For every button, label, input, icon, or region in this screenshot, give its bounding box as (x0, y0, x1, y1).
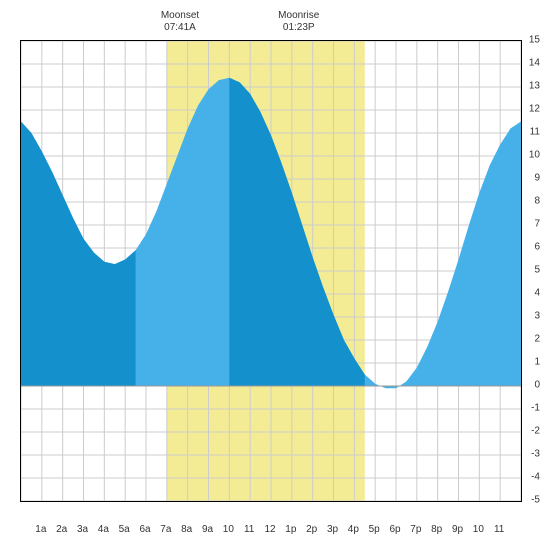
y-tick-label: 0 (534, 380, 540, 391)
x-tick-label: 7p (410, 524, 421, 535)
y-tick-label: -5 (531, 495, 540, 506)
y-tick-label: 3 (534, 311, 540, 322)
y-tick-label: 6 (534, 242, 540, 253)
y-tick-label: 12 (529, 104, 540, 115)
x-tick-label: 10 (223, 524, 234, 535)
y-tick-label: 15 (529, 35, 540, 46)
x-tick-label: 8p (431, 524, 442, 535)
x-tick-label: 9p (452, 524, 463, 535)
y-tick-label: 2 (534, 334, 540, 345)
y-tick-label: -1 (531, 403, 540, 414)
moon-event-time: 01:23P (269, 22, 329, 34)
y-tick-label: 13 (529, 81, 540, 92)
x-tick-label: 6a (139, 524, 150, 535)
x-tick-label: 10 (473, 524, 484, 535)
tide-chart: Moonset07:41AMoonrise01:23P 151413121110… (10, 10, 540, 540)
x-tick-label: 6p (389, 524, 400, 535)
x-tick-label: 7a (160, 524, 171, 535)
moon-event-label: Moonset07:41A (150, 10, 210, 34)
x-axis: 1a 2a 3a 4a 5a 6a 7a 8a 9a 10 11 12 1p 2p 3p 4p 5p 6p 7p 8p… (20, 520, 520, 540)
y-tick-label: 14 (529, 58, 540, 69)
moon-event-title: Moonset (150, 10, 210, 22)
x-tick-label: 8a (181, 524, 192, 535)
x-tick-label: 11 (494, 524, 504, 535)
x-tick-label: 11 (244, 524, 254, 535)
y-tick-label: 9 (534, 173, 540, 184)
x-tick-label: 4a (98, 524, 109, 535)
x-tick-label: 9a (202, 524, 213, 535)
y-tick-label: -2 (531, 426, 540, 437)
x-tick-label: 4p (348, 524, 359, 535)
moon-event-time: 07:41A (150, 22, 210, 34)
chart-svg (21, 41, 521, 501)
x-tick-label: 1a (35, 524, 46, 535)
x-tick-label: 3p (327, 524, 338, 535)
moon-labels-row: Moonset07:41A Moonrise01:23P (10, 10, 540, 40)
x-tick-label: 5a (119, 524, 130, 535)
y-tick-label: -4 (531, 472, 540, 483)
y-tick-label: 7 (534, 219, 540, 230)
x-tick-label: 5p (369, 524, 380, 535)
y-tick-label: 1 (534, 357, 540, 368)
x-tick-label: 2a (56, 524, 67, 535)
plot-area (20, 40, 522, 502)
x-tick-label: 12 (264, 524, 275, 535)
y-tick-label: 4 (534, 288, 540, 299)
x-tick-label: 1p (285, 524, 296, 535)
x-tick-label: 2p (306, 524, 317, 535)
y-tick-label: 5 (534, 265, 540, 276)
y-axis: 1514131211109876543210-1-2-3-4-5 (520, 40, 540, 500)
tide-area-dark (21, 122, 136, 387)
y-tick-label: -3 (531, 449, 540, 460)
y-tick-label: 8 (534, 196, 540, 207)
y-tick-label: 10 (529, 150, 540, 161)
moon-event-title: Moonrise (269, 10, 329, 22)
moon-event-label: Moonrise01:23P (269, 10, 329, 34)
x-tick-label: 3a (77, 524, 88, 535)
y-tick-label: 11 (530, 127, 540, 138)
